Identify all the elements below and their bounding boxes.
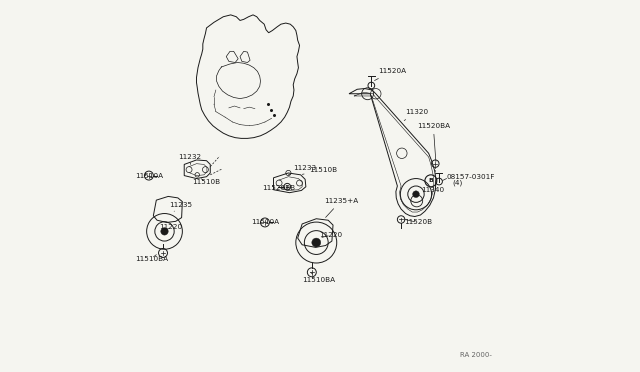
Text: 11233: 11233 bbox=[289, 165, 316, 175]
Text: 11320: 11320 bbox=[404, 109, 429, 121]
Text: 11510BA: 11510BA bbox=[302, 272, 335, 283]
Text: 11235: 11235 bbox=[170, 202, 193, 211]
Circle shape bbox=[312, 238, 321, 247]
Text: 11510A: 11510A bbox=[135, 173, 163, 179]
Text: 11520BA: 11520BA bbox=[417, 123, 450, 162]
Text: B: B bbox=[428, 178, 433, 183]
Text: 11510B: 11510B bbox=[302, 167, 338, 174]
Text: (4): (4) bbox=[452, 180, 462, 186]
Text: 11510B: 11510B bbox=[191, 179, 220, 185]
Text: 11340: 11340 bbox=[416, 187, 444, 193]
Text: 11510BA: 11510BA bbox=[135, 255, 168, 262]
Text: 11510A: 11510A bbox=[251, 219, 279, 225]
Text: 11232: 11232 bbox=[178, 154, 201, 164]
Text: 11220: 11220 bbox=[319, 232, 342, 238]
Circle shape bbox=[413, 191, 419, 198]
Text: RA 2000-: RA 2000- bbox=[460, 352, 492, 358]
Text: 11220: 11220 bbox=[159, 224, 182, 230]
Text: 11520BB: 11520BB bbox=[262, 185, 296, 191]
Circle shape bbox=[161, 228, 168, 235]
Text: 11520A: 11520A bbox=[374, 68, 406, 81]
Text: 11235+A: 11235+A bbox=[324, 198, 358, 218]
Text: 11520B: 11520B bbox=[404, 219, 432, 225]
Text: 08157-0301F: 08157-0301F bbox=[447, 174, 495, 180]
